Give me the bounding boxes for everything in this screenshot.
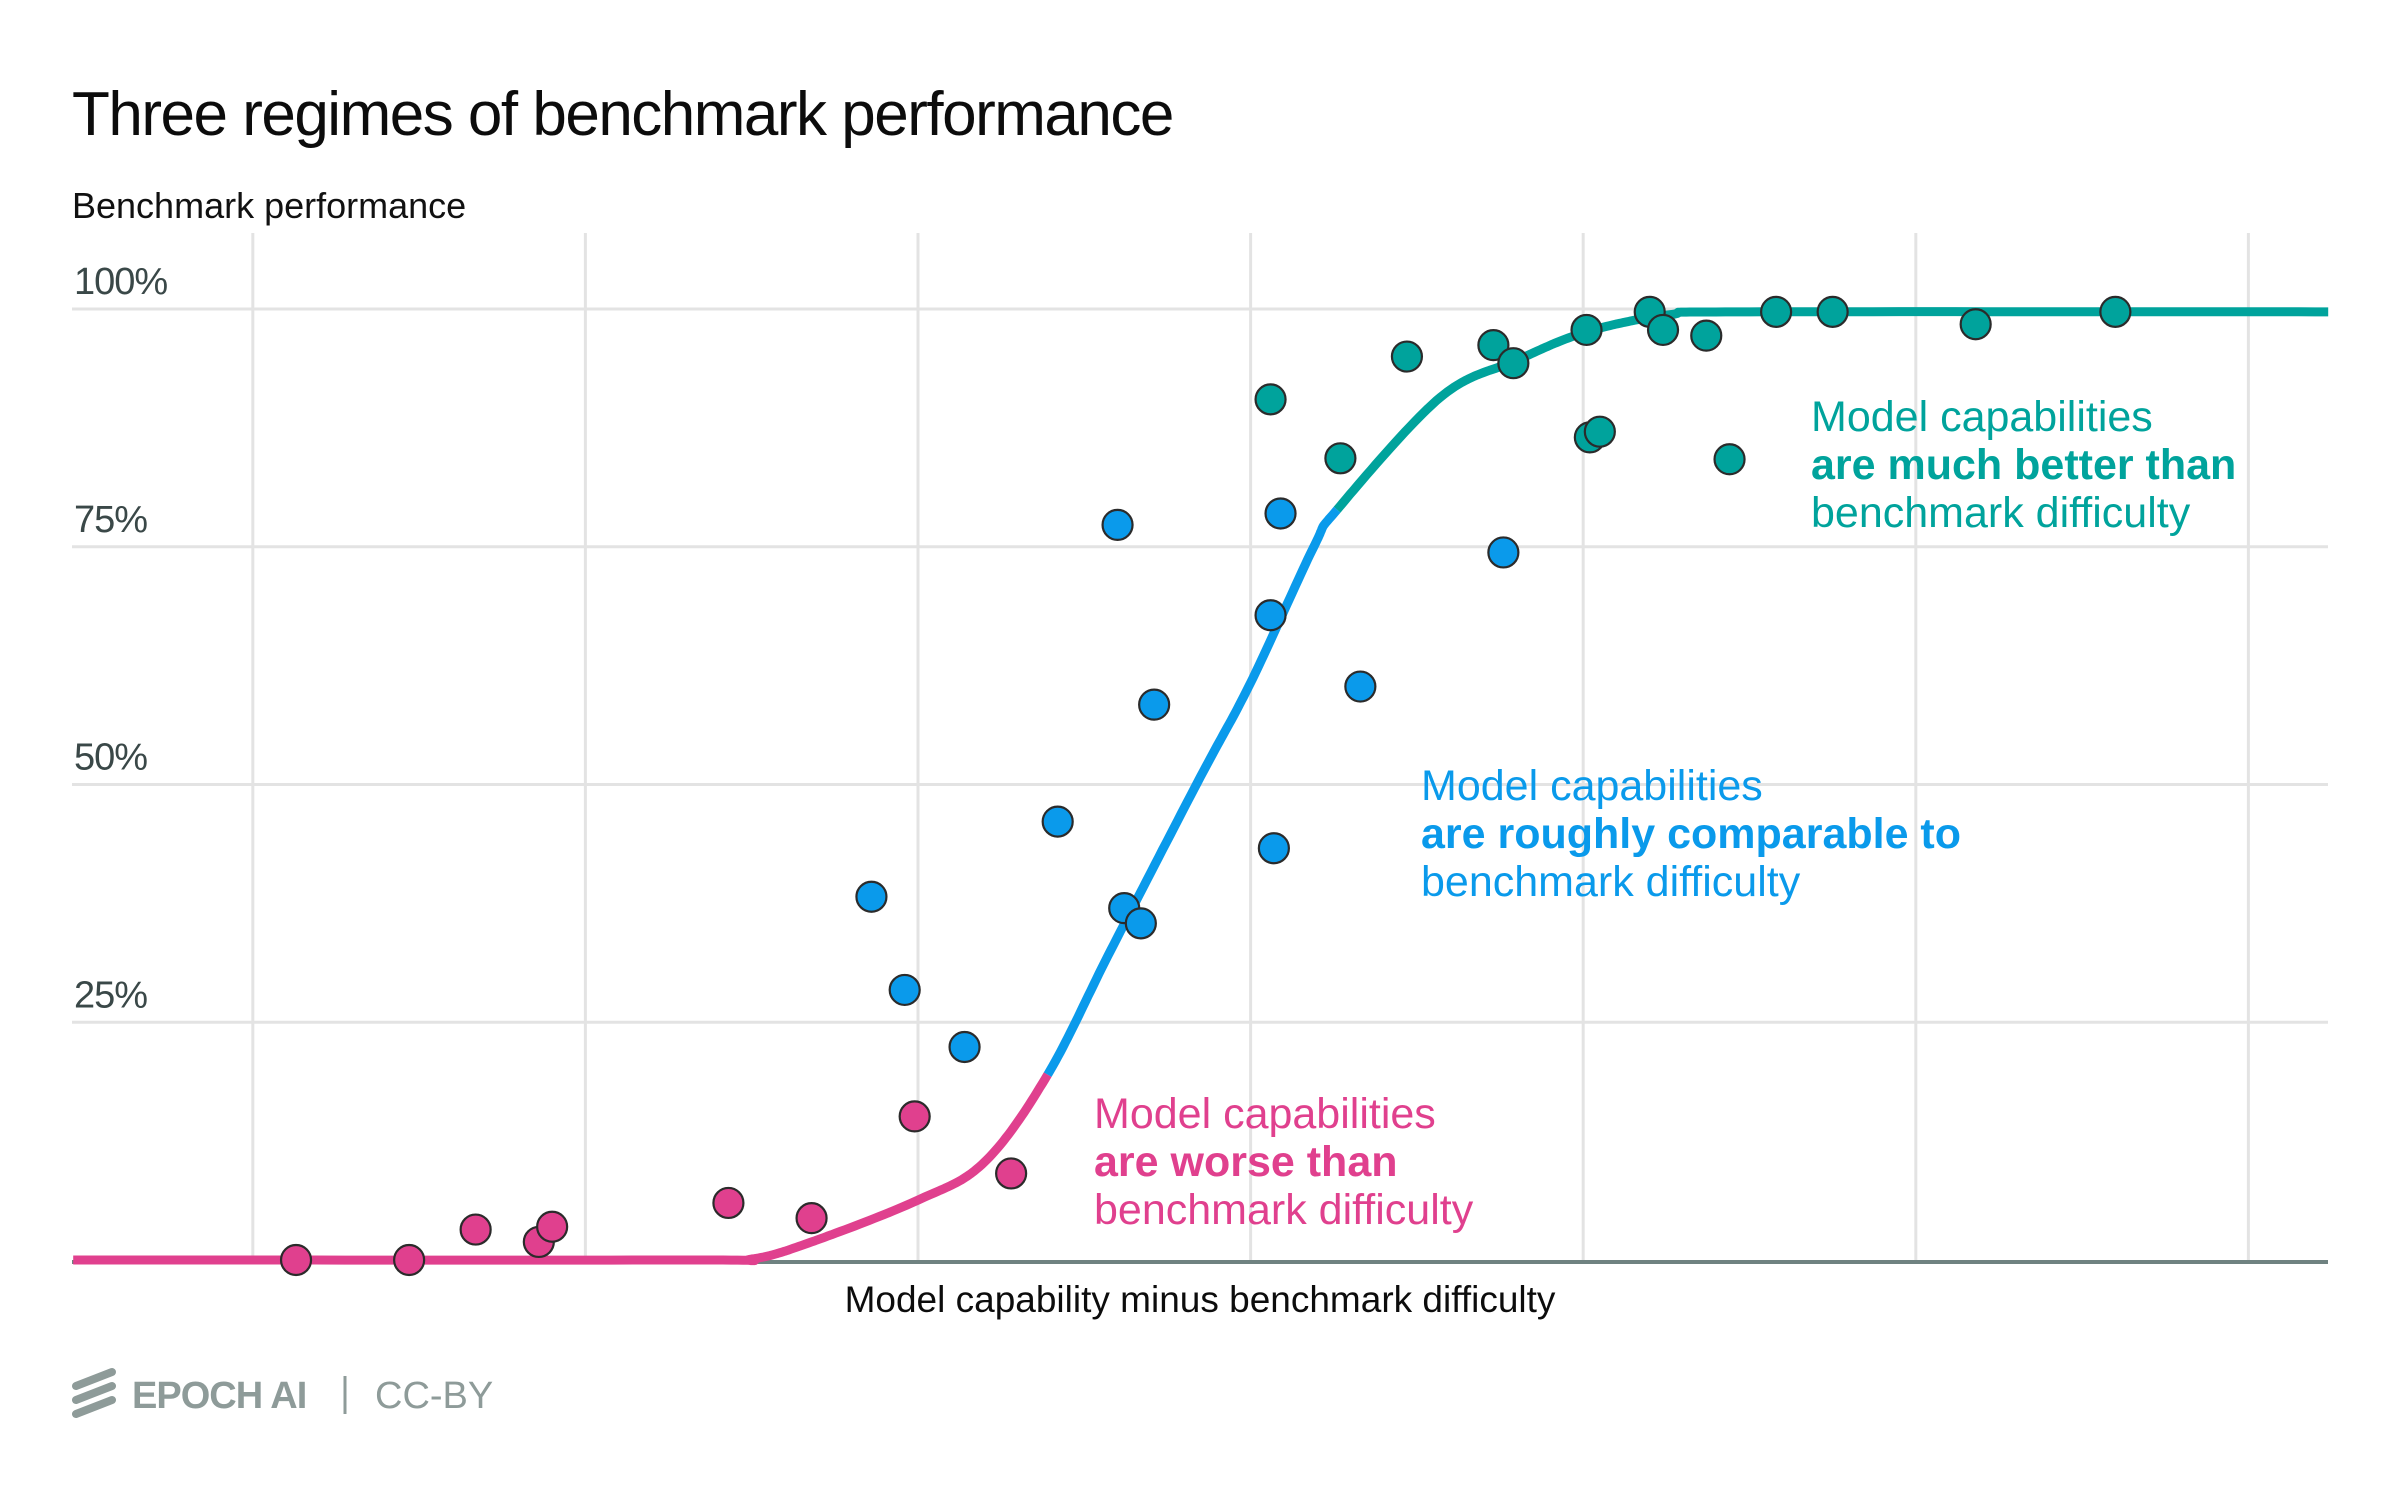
fit-curve-segment-comparable (1043, 506, 1341, 1077)
data-point-comparable (1041, 805, 1074, 838)
annotation-comparable: Model capabilities are roughly comparabl… (1421, 762, 1961, 906)
footer: EPOCH AI CC-BY (72, 1368, 493, 1418)
y-tick-label: 75% (74, 499, 147, 541)
annotation-worse-line2: are worse than (1094, 1138, 1398, 1186)
data-point-much-better (2099, 295, 2132, 328)
data-point-much-better (1324, 442, 1357, 475)
data-point-much-better (1760, 295, 1793, 328)
annotation-worse-line3: benchmark difficulty (1094, 1186, 1474, 1234)
data-point-comparable (1254, 599, 1287, 632)
data-points (279, 295, 2132, 1277)
data-point-worse (279, 1243, 313, 1277)
annotation-worse: Model capabilities are worse than benchm… (1094, 1090, 1474, 1234)
y-axis-label: Benchmark performance (72, 185, 466, 226)
data-point-comparable (1138, 688, 1171, 721)
data-point-much-better (1816, 295, 1849, 328)
data-point-worse (459, 1213, 492, 1246)
annotation-comparable-line2: are roughly comparable to (1421, 810, 1961, 858)
data-point-comparable (948, 1030, 981, 1064)
y-tick-label: 25% (74, 974, 147, 1016)
annotation-comparable-line3: benchmark difficulty (1421, 858, 1801, 906)
data-point-much-better (1497, 347, 1530, 380)
data-point-comparable (1124, 907, 1157, 940)
data-point-comparable (1264, 497, 1297, 530)
data-point-comparable (888, 973, 921, 1007)
data-point-comparable (1101, 508, 1134, 541)
data-point-worse (898, 1100, 931, 1133)
data-point-much-better (1646, 313, 1680, 347)
annotation-better-line1: Model capabilities (1811, 393, 2153, 441)
y-tick-label: 50% (74, 737, 147, 779)
data-point-worse (712, 1186, 745, 1220)
data-point-worse (393, 1243, 426, 1277)
data-point-comparable (1344, 670, 1377, 703)
annotation-better-line3: benchmark difficulty (1811, 489, 2191, 537)
data-point-comparable (855, 880, 888, 913)
footer-license: CC-BY (375, 1375, 493, 1417)
data-point-worse (536, 1210, 569, 1243)
data-point-much-better (1477, 329, 1510, 362)
data-point-much-better (1583, 415, 1616, 448)
y-tick-labels: 25% 50% 75% 100% (74, 261, 168, 1016)
data-point-much-better (1690, 319, 1723, 352)
chart-title: Three regimes of benchmark performance (72, 80, 1173, 149)
epoch-logo-icon (72, 1368, 116, 1418)
data-point-worse (795, 1202, 828, 1235)
data-point-much-better (1713, 443, 1746, 476)
data-point-much-better (1570, 313, 1603, 347)
fit-curve-segment-worse (73, 1072, 1052, 1266)
footer-brand: EPOCH AI (132, 1375, 306, 1417)
annotation-much-better: Model capabilities are much better than … (1811, 393, 2236, 537)
data-point-much-better (1390, 340, 1424, 373)
x-axis-label: Model capability minus benchmark difficu… (845, 1279, 1556, 1320)
data-point-much-better (1254, 383, 1287, 416)
annotation-worse-line1: Model capabilities (1094, 1090, 1436, 1138)
annotation-better-line2: are much better than (1811, 441, 2236, 489)
data-point-much-better (1959, 308, 1992, 341)
data-point-comparable (1257, 832, 1290, 865)
vertical-gridlines (251, 233, 2250, 1260)
data-point-comparable (1487, 536, 1520, 569)
y-tick-label: 100% (74, 261, 167, 303)
data-point-worse (995, 1157, 1028, 1190)
annotation-comparable-line1: Model capabilities (1421, 762, 1763, 810)
